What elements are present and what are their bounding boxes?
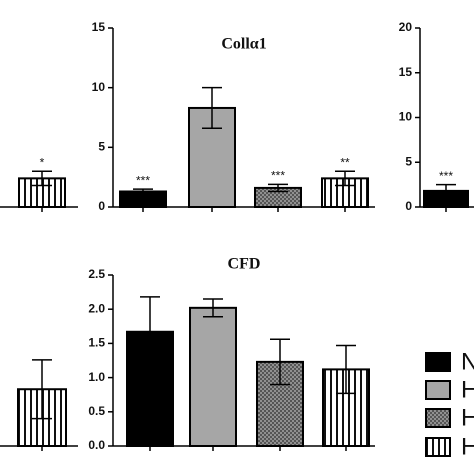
y-tick-label: 15 (92, 20, 106, 34)
y-tick-label: 5 (98, 140, 105, 154)
y-tick-label: 0 (405, 199, 412, 213)
significance: *** (439, 169, 453, 183)
legend-swatch (425, 437, 451, 457)
legend-label: N (461, 348, 474, 375)
y-tick-label: 5 (405, 154, 412, 168)
y-tick-label: 10 (92, 80, 106, 94)
y-tick-label: 15 (399, 65, 413, 79)
legend-swatch (425, 352, 451, 372)
y-tick-label: 1.5 (88, 336, 105, 350)
y-tick-label: 2.0 (88, 301, 105, 315)
legend-swatch (425, 408, 451, 428)
chart-title: CFD (228, 256, 261, 273)
legend-label: H (461, 404, 474, 431)
y-tick-label: 1.0 (88, 370, 105, 384)
significance: *** (136, 173, 150, 187)
legend-swatch (425, 380, 451, 400)
y-tick-label: 0.0 (88, 438, 105, 452)
bar (189, 306, 237, 447)
chart-title: Collα1 (221, 36, 266, 53)
legend-label: H (461, 376, 474, 403)
y-tick-label: 10 (399, 110, 413, 124)
legend-label: H (461, 433, 474, 460)
significance: ** (340, 155, 350, 169)
significance: * (40, 155, 45, 169)
y-tick-label: 20 (399, 20, 413, 34)
y-tick-label: 0 (98, 199, 105, 213)
y-tick-label: 2.5 (88, 267, 105, 281)
significance: *** (271, 168, 285, 182)
y-tick-label: 0.5 (88, 404, 105, 418)
